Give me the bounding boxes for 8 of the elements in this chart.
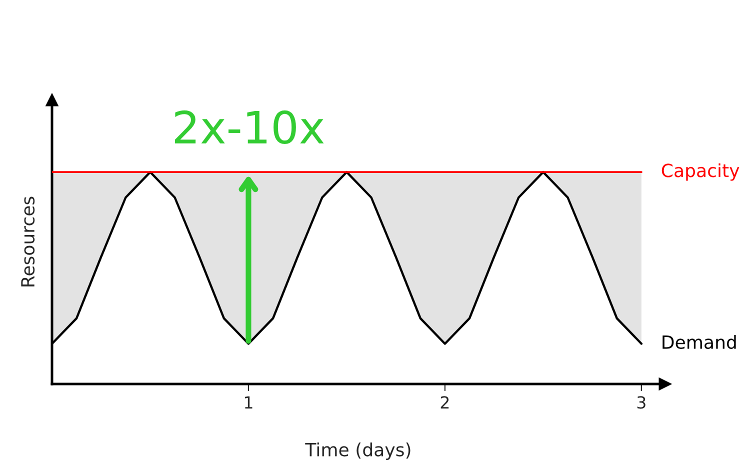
x-axis-title: Time (days) [305, 442, 410, 460]
y-axis-title: Resources [21, 196, 35, 286]
x-tick-label: 2 [440, 396, 449, 408]
series-label: Demand [662, 334, 736, 349]
x-tick-label: 3 [637, 396, 646, 409]
x-tick-label: 1 [245, 396, 252, 408]
series-label: Capacity [662, 163, 740, 181]
annotation: 2x-10x [174, 110, 324, 144]
